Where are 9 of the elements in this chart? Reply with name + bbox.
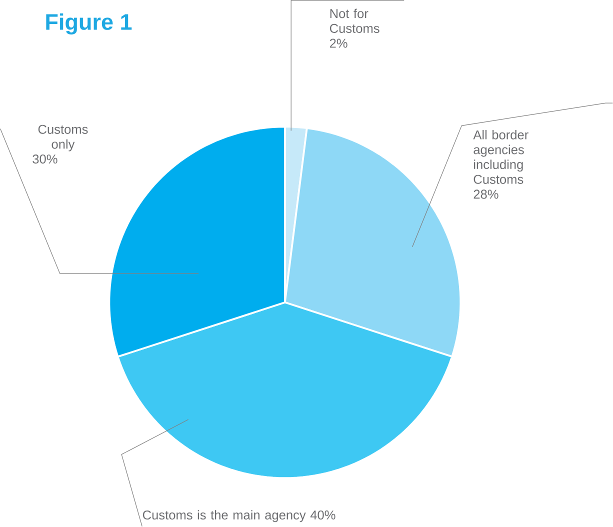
data-label: 28% (474, 190, 498, 199)
data-label: 40% (310, 510, 336, 520)
slice-label: All border agencies including Customs (473, 130, 528, 184)
data-label: 30% (32, 154, 58, 164)
data-label: 2% (330, 38, 348, 48)
chart-title: Figure 1 (46, 14, 132, 35)
slice-label: Customs is the main agency (142, 510, 306, 522)
slice-label: Not for Customs (330, 8, 380, 34)
slice-label: Customs only (38, 124, 88, 152)
